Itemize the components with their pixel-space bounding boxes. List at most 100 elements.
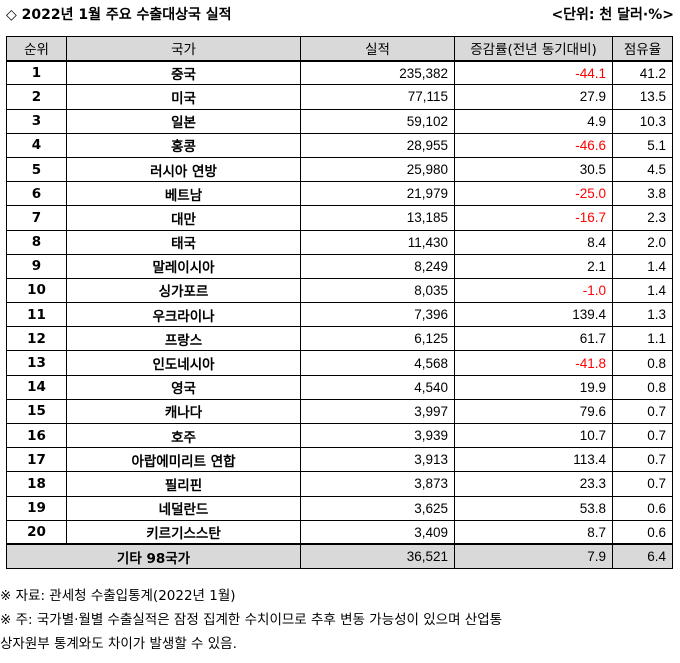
share-cell: 4.5 [612,156,673,183]
value-cell: 25,980 [300,156,455,183]
share-cell: 2.0 [612,229,673,255]
country-cell: 인도네시아 [66,350,301,376]
change-cell: 30.5 [454,156,613,183]
table-row: 7 대만 13,185 -16.7 2.3 [6,205,673,231]
share-cell: 3.8 [612,181,673,207]
rank-cell: 12 [6,326,67,352]
country-cell: 키르기스스탄 [66,519,301,545]
country-cell: 중국 [66,60,301,86]
value-cell: 8,249 [300,253,455,279]
value-cell: 3,409 [300,519,455,545]
change-cell: -44.1 [454,60,613,86]
table-row: 10 싱가포르 8,035 -1.0 1.4 [6,277,673,304]
rank-cell: 17 [6,447,67,473]
change-cell: 19.9 [454,374,613,400]
country-cell: 프랑스 [66,326,301,352]
change-cell: 61.7 [454,326,613,352]
share-cell: 0.8 [612,374,673,400]
country-cell: 베트남 [66,181,301,207]
rank-cell: 10 [6,277,67,304]
footnote-remark-cont: 상자원부 통계와도 차이가 발생할 수 있음. [0,636,237,652]
change-cell: -25.0 [454,181,613,207]
rank-cell: 3 [6,108,67,134]
change-cell: -16.7 [454,205,613,231]
country-cell: 캐나다 [66,398,301,425]
change-cell: 8.7 [454,519,613,545]
table-row: 11 우크라이나 7,396 139.4 1.3 [6,302,673,328]
country-cell: 말레이시아 [66,253,301,279]
value-cell: 3,997 [300,398,455,425]
change-cell: -1.0 [454,277,613,304]
rank-cell: 7 [6,205,67,231]
value-cell: 3,939 [300,422,455,449]
rank-cell: 9 [6,253,67,279]
share-cell: 5.1 [612,132,673,158]
share-cell: 13.5 [612,84,673,110]
table-row: 4 홍콩 28,955 -46.6 5.1 [6,132,673,158]
table-row: 14 영국 4,540 19.9 0.8 [6,374,673,400]
total-value: 36,521 [300,543,455,570]
share-cell: 0.7 [612,398,673,425]
value-cell: 77,115 [300,84,455,110]
table-row: 16 호주 3,939 10.7 0.7 [6,422,673,449]
value-cell: 3,873 [300,471,455,497]
header-change: 증감률(전년 동기대비) [454,35,613,62]
header-country: 국가 [66,35,301,62]
share-cell: 0.7 [612,422,673,449]
value-cell: 28,955 [300,132,455,158]
country-cell: 홍콩 [66,132,301,158]
change-cell: 23.3 [454,471,613,497]
table-row: 15 캐나다 3,997 79.6 0.7 [6,398,673,425]
value-cell: 3,913 [300,447,455,473]
table-header-row: 순위 국가 실적 증감률(전년 동기대비) 점유율 [6,35,673,62]
table-row: 1 중국 235,382 -44.1 41.2 [6,60,673,86]
share-cell: 1.3 [612,302,673,328]
share-cell: 0.6 [612,519,673,545]
change-cell: 27.9 [454,84,613,110]
table-body: 1 중국 235,382 -44.1 41.2 2 미국 77,115 27.9 13.5 3 일본 5… [6,60,673,570]
change-cell: -41.8 [454,350,613,376]
rank-cell: 18 [6,471,67,497]
rank-cell: 13 [6,350,67,376]
country-cell: 러시아 연방 [66,156,301,183]
rank-cell: 4 [6,132,67,158]
share-cell: 1.4 [612,277,673,304]
rank-cell: 2 [6,84,67,110]
rank-cell: 1 [6,60,67,86]
total-label: 기타 98국가 [6,543,301,570]
header-value: 실적 [300,35,455,62]
total-share: 6.4 [612,543,673,570]
rank-cell: 8 [6,229,67,255]
value-cell: 4,568 [300,350,455,376]
value-cell: 21,979 [300,181,455,207]
rank-cell: 14 [6,374,67,400]
footnote-remark: ※ 주: 국가별·월별 수출실적은 잠정 집계한 수치이므로 추후 변동 가능성… [0,612,503,628]
country-cell: 미국 [66,84,301,110]
rank-cell: 5 [6,156,67,183]
change-cell: 139.4 [454,302,613,328]
value-cell: 7,396 [300,302,455,328]
total-row: 기타 98국가 36,521 7.9 6.4 [6,543,673,570]
change-cell: 79.6 [454,398,613,425]
change-cell: 2.1 [454,253,613,279]
value-cell: 3,625 [300,495,455,521]
country-cell: 아랍에미리트 연합 [66,447,301,473]
country-cell: 태국 [66,229,301,255]
rank-cell: 6 [6,181,67,207]
rank-cell: 16 [6,422,67,449]
country-cell: 필리핀 [66,471,301,497]
table-row: 8 태국 11,430 8.4 2.0 [6,229,673,255]
value-cell: 4,540 [300,374,455,400]
header-rank: 순위 [6,35,67,62]
value-cell: 59,102 [300,108,455,134]
share-cell: 1.4 [612,253,673,279]
table-row: 13 인도네시아 4,568 -41.8 0.8 [6,350,673,376]
unit-label: <단위: 천 달러·%> [551,7,674,23]
table-row: 17 아랍에미리트 연합 3,913 113.4 0.7 [6,447,673,473]
table-row: 9 말레이시아 8,249 2.1 1.4 [6,253,673,279]
share-cell: 0.8 [612,350,673,376]
country-cell: 대만 [66,205,301,231]
share-cell: 0.7 [612,447,673,473]
country-cell: 네덜란드 [66,495,301,521]
country-cell: 호주 [66,422,301,449]
